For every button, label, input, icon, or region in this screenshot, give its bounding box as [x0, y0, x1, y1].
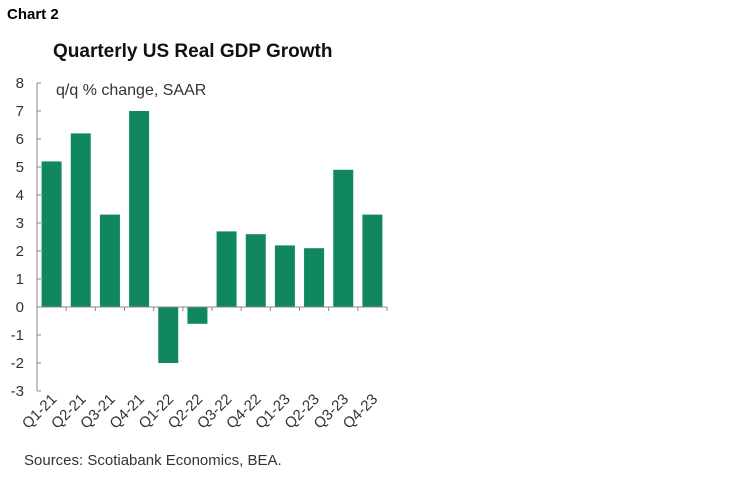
source-note: Sources: Scotiabank Economics, BEA. [24, 452, 282, 469]
y-tick-label: 8 [16, 75, 24, 92]
bar-Q3-22 [216, 231, 237, 307]
bar-Q2-21 [70, 133, 91, 307]
y-tick-label: -2 [11, 355, 24, 372]
y-tick-label: 4 [16, 187, 24, 204]
bar-Q4-23 [362, 214, 383, 307]
chart-number-label: Chart 2 [7, 6, 59, 23]
bar-Q1-22 [158, 307, 179, 363]
bar-Q1-23 [274, 245, 295, 307]
bar-Q4-21 [129, 111, 150, 307]
bar-Q4-22 [245, 234, 266, 307]
bar-Q3-21 [99, 214, 120, 307]
y-tick-label: 2 [16, 243, 24, 260]
y-tick-label: -3 [11, 383, 24, 400]
chart-subtitle: q/q % change, SAAR [56, 82, 207, 99]
bar-Q2-22 [187, 307, 208, 324]
chart-title: Quarterly US Real GDP Growth [53, 41, 333, 62]
y-tick-label: 5 [16, 159, 24, 176]
y-tick-label: 7 [16, 103, 24, 120]
bar-Q3-23 [333, 169, 354, 307]
y-tick-label: 1 [16, 271, 24, 288]
y-tick-label: 0 [16, 299, 24, 316]
bar-Q2-23 [304, 248, 325, 307]
bar-Q1-21 [41, 161, 62, 307]
y-tick-label: 6 [16, 131, 24, 148]
y-tick-label: 3 [16, 215, 24, 232]
y-tick-label: -1 [11, 327, 24, 344]
